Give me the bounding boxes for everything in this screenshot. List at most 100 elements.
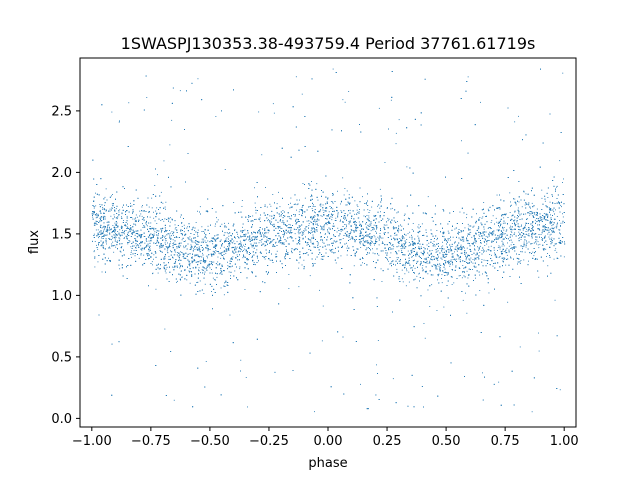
data-point [459, 259, 461, 261]
data-point [463, 238, 465, 240]
data-point [163, 160, 165, 162]
data-point [135, 245, 137, 247]
data-point [323, 227, 325, 229]
data-point [153, 211, 154, 213]
data-point [462, 238, 463, 240]
data-point [449, 239, 451, 241]
data-point [463, 267, 465, 269]
data-point [553, 230, 554, 232]
data-point [418, 246, 420, 248]
data-point [93, 200, 95, 202]
data-point [293, 228, 295, 230]
data-point [255, 218, 257, 220]
data-point [179, 267, 181, 269]
data-point [240, 235, 241, 237]
data-point [479, 252, 481, 253]
data-point [327, 197, 329, 199]
data-point [531, 235, 533, 237]
data-point [509, 212, 511, 213]
data-point [179, 255, 181, 256]
data-points [91, 68, 566, 413]
data-point [555, 226, 557, 228]
data-point [310, 196, 312, 198]
data-point [237, 236, 239, 237]
data-point [484, 245, 486, 246]
data-point [160, 220, 162, 221]
data-point [466, 238, 468, 240]
data-point [514, 223, 515, 225]
data-point [318, 211, 319, 213]
data-point [562, 213, 563, 215]
data-point [492, 265, 494, 267]
data-point [187, 226, 189, 228]
data-point [165, 208, 166, 210]
data-point [478, 247, 480, 249]
data-point [551, 221, 553, 223]
data-point [556, 251, 558, 253]
data-point [211, 255, 213, 257]
data-point [299, 229, 301, 231]
data-point [232, 256, 234, 258]
data-point [535, 214, 537, 216]
data-point [358, 211, 360, 213]
data-point [519, 346, 521, 348]
data-point [345, 235, 347, 237]
data-point [135, 247, 136, 248]
data-point [298, 230, 300, 232]
data-point [134, 255, 136, 257]
data-point [401, 269, 403, 271]
data-point [381, 199, 382, 201]
data-point [111, 207, 113, 209]
data-point [511, 241, 513, 243]
data-point [101, 227, 103, 229]
data-point [242, 250, 244, 251]
data-point [479, 290, 481, 291]
data-point [368, 247, 369, 248]
data-point [366, 202, 368, 203]
data-point [359, 230, 361, 232]
data-point [444, 238, 446, 239]
data-point [442, 252, 444, 254]
data-point [173, 242, 175, 244]
data-point [491, 220, 493, 222]
data-point [153, 227, 155, 229]
data-point [169, 144, 171, 146]
data-point [376, 241, 378, 242]
data-point [128, 102, 130, 104]
data-point [480, 101, 481, 103]
data-point [402, 247, 404, 249]
data-point [127, 243, 129, 245]
data-point [441, 246, 443, 248]
data-point [264, 241, 266, 242]
data-point [204, 235, 206, 237]
data-point [229, 314, 231, 316]
data-point [460, 231, 462, 233]
data-point [181, 276, 183, 278]
data-point [454, 259, 456, 261]
data-point [466, 256, 468, 258]
data-point [554, 250, 556, 251]
data-point [523, 241, 525, 243]
data-point [288, 274, 290, 275]
data-point [222, 251, 224, 253]
data-point [136, 216, 138, 218]
data-point [438, 265, 440, 267]
data-point [558, 201, 559, 203]
data-point [322, 256, 324, 258]
data-point [172, 239, 174, 241]
data-point [370, 244, 372, 246]
data-point [351, 218, 352, 219]
data-point [560, 222, 562, 224]
data-point [339, 239, 340, 241]
data-point [163, 220, 165, 222]
data-point [320, 228, 322, 230]
data-point [212, 243, 214, 245]
data-point [265, 231, 267, 233]
data-point [123, 220, 124, 221]
data-point [562, 222, 564, 224]
data-point [499, 207, 501, 209]
data-point [480, 242, 482, 244]
data-point [556, 227, 558, 229]
data-point [398, 119, 400, 121]
